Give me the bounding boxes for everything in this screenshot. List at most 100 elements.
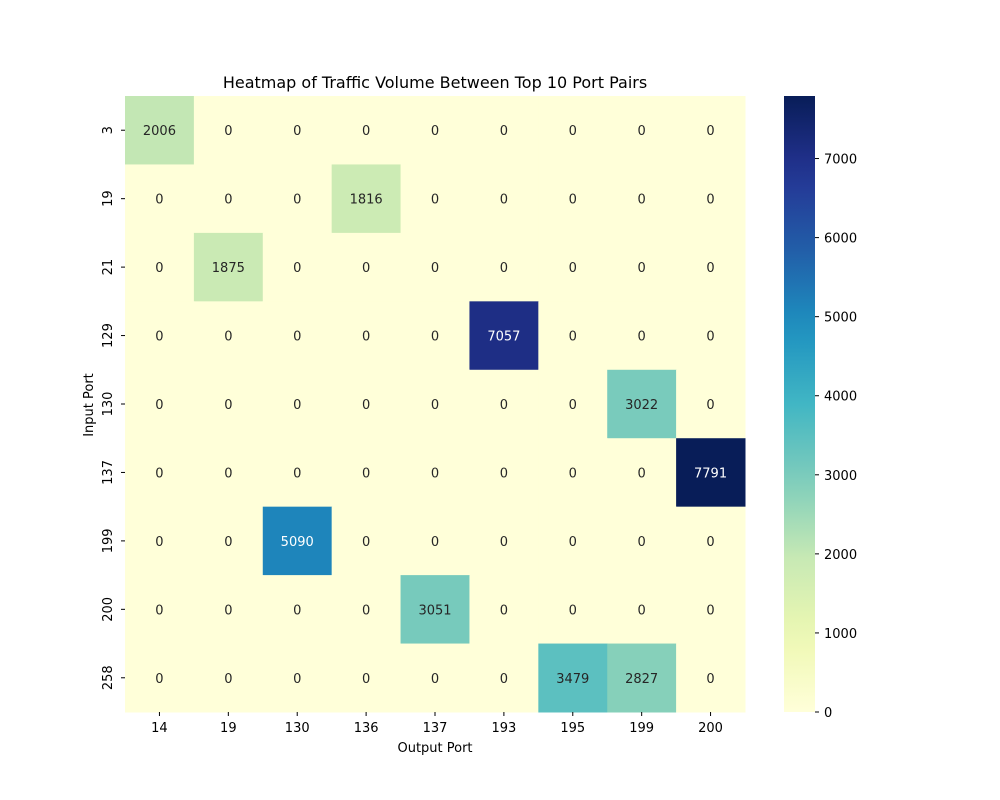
cell-value-label: 0 — [155, 535, 163, 550]
heatmap-cell — [400, 643, 470, 713]
heatmap-cell — [193, 575, 264, 645]
heatmap-cell — [676, 232, 746, 302]
heatmap-cell — [676, 369, 746, 439]
heatmap-cell — [538, 232, 608, 302]
cell-value-label: 7057 — [487, 330, 520, 345]
cell-value-label: 0 — [155, 193, 163, 208]
heatmap-cell — [331, 232, 402, 302]
heatmap-cell — [400, 575, 470, 645]
heatmap-cell — [400, 438, 470, 508]
cell-value-label: 0 — [155, 672, 163, 687]
colorbar-gradient — [784, 96, 815, 712]
cell-value-label: 0 — [362, 261, 370, 276]
x-tick-label: 193 — [491, 721, 516, 736]
cell-value-label: 0 — [155, 603, 163, 618]
heatmap-cell-labels: 2006 0 0 0 0 0 0 0 0 0 0 0 1816 0 0 0 0 0 0 1875 0 0 0 0 0 0 0 0 0 0 0… — [143, 124, 727, 687]
cell-value-label: 0 — [431, 330, 439, 345]
cell-value-label: 0 — [155, 330, 163, 345]
y-tick-label: 137 — [101, 460, 116, 485]
cell-value-label: 0 — [293, 398, 301, 413]
colorbar-tick-label: 5000 — [824, 311, 857, 326]
heatmap-cells — [125, 96, 746, 713]
cell-value-label: 0 — [293, 330, 301, 345]
cell-value-label: 0 — [706, 330, 714, 345]
cell-value-label: 0 — [638, 466, 646, 481]
heatmap-cell — [125, 232, 195, 302]
colorbar-ticks: 0 1000 2000 3000 4000 5000 6000 7000 — [815, 153, 857, 721]
x-tick-label: 195 — [560, 721, 585, 736]
cell-value-label: 0 — [569, 535, 577, 550]
colorbar-tick-label: 3000 — [824, 469, 857, 484]
colorbar-tick-label: 1000 — [824, 627, 857, 642]
cell-value-label: 0 — [293, 466, 301, 481]
heatmap-cell — [331, 96, 402, 165]
heatmap-cell — [125, 164, 195, 234]
cell-value-label: 0 — [224, 330, 232, 345]
y-tick-label: 200 — [101, 597, 116, 622]
cell-value-label: 0 — [706, 603, 714, 618]
cell-value-label: 0 — [500, 261, 508, 276]
heatmap-cell — [607, 301, 677, 371]
heatmap-cell — [400, 369, 470, 439]
heatmap-cell — [607, 369, 677, 439]
heatmap-cell — [331, 164, 402, 234]
cell-value-label: 0 — [431, 398, 439, 413]
heatmap-cell — [676, 301, 746, 371]
heatmap-cell — [676, 438, 746, 508]
heatmap-cell — [538, 575, 608, 645]
cell-value-label: 0 — [293, 672, 301, 687]
cell-value-label: 2006 — [143, 124, 176, 139]
heatmap-cell — [607, 96, 677, 165]
cell-value-label: 3479 — [556, 672, 589, 687]
colorbar-tick-label: 7000 — [824, 153, 857, 168]
cell-value-label: 0 — [293, 193, 301, 208]
cell-value-label: 0 — [500, 466, 508, 481]
cell-value-label: 0 — [706, 398, 714, 413]
cell-value-label: 0 — [224, 398, 232, 413]
heatmap-cell — [125, 301, 195, 371]
heatmap-cell — [607, 575, 677, 645]
cell-value-label: 0 — [224, 672, 232, 687]
heatmap-cell — [607, 438, 677, 508]
cell-value-label: 3022 — [625, 398, 658, 413]
cell-value-label: 0 — [500, 535, 508, 550]
chart-title: Heatmap of Traffic Volume Between Top 10… — [223, 73, 647, 92]
cell-value-label: 0 — [362, 535, 370, 550]
cell-value-label: 0 — [224, 535, 232, 550]
heatmap-cell — [538, 506, 608, 576]
y-axis-label: Input Port — [82, 373, 97, 437]
y-tick-label: 199 — [101, 528, 116, 553]
x-tick-label: 200 — [698, 721, 723, 736]
heatmap-cell — [400, 232, 470, 302]
heatmap-cell — [262, 575, 333, 645]
heatmap-cell — [607, 643, 677, 713]
heatmap-cell — [676, 506, 746, 576]
heatmap-cell — [262, 232, 333, 302]
heatmap-cell — [262, 369, 333, 439]
cell-value-label: 0 — [431, 193, 439, 208]
heatmap-cell — [607, 506, 677, 576]
heatmap-cell — [193, 301, 264, 371]
cell-value-label: 0 — [431, 124, 439, 139]
cell-value-label: 0 — [224, 124, 232, 139]
cell-value-label: 0 — [224, 466, 232, 481]
y-tick-label: 258 — [101, 665, 116, 690]
heatmap-cell — [125, 369, 195, 439]
heatmap-cell — [262, 438, 333, 508]
cell-value-label: 0 — [638, 330, 646, 345]
cell-value-label: 0 — [431, 672, 439, 687]
colorbar-tick-label: 6000 — [824, 232, 857, 247]
cell-value-label: 1816 — [350, 193, 383, 208]
heatmap-cell — [538, 96, 608, 165]
cell-value-label: 0 — [706, 193, 714, 208]
cell-value-label: 0 — [569, 398, 577, 413]
cell-value-label: 0 — [638, 124, 646, 139]
colorbar-tick-label: 0 — [824, 706, 832, 721]
heatmap-cell — [676, 643, 746, 713]
heatmap-cell — [607, 232, 677, 302]
cell-value-label: 0 — [431, 466, 439, 481]
cell-value-label: 0 — [155, 398, 163, 413]
heatmap-cell — [331, 369, 402, 439]
x-axis-ticks: 14 19 130 136 137 193 195 199 200 — [151, 712, 723, 736]
cell-value-label: 0 — [500, 124, 508, 139]
